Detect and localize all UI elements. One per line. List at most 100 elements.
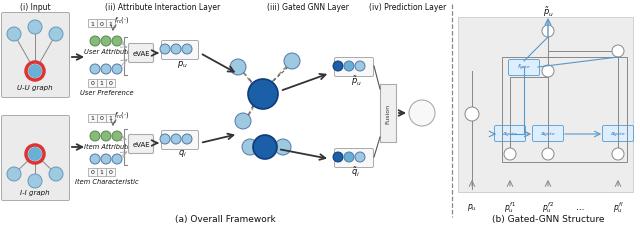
Circle shape	[90, 131, 100, 141]
Circle shape	[7, 28, 21, 42]
Bar	[106, 20, 115, 28]
Circle shape	[28, 21, 42, 35]
Text: 0: 0	[91, 81, 95, 86]
FancyBboxPatch shape	[129, 44, 154, 63]
FancyBboxPatch shape	[1, 14, 70, 98]
Text: ×: ×	[468, 110, 476, 119]
Circle shape	[333, 62, 343, 72]
Text: (b) Gated-GNN Structure: (b) Gated-GNN Structure	[492, 215, 604, 223]
Circle shape	[90, 154, 100, 164]
Circle shape	[542, 26, 554, 38]
Text: $p^n$: $p^n$	[234, 62, 242, 71]
Circle shape	[242, 139, 258, 155]
Text: $q_i$: $q_i$	[177, 148, 186, 159]
Circle shape	[160, 134, 170, 144]
Text: (ii) Attribute Interaction Layer: (ii) Attribute Interaction Layer	[106, 2, 221, 11]
Circle shape	[344, 152, 354, 162]
Text: $\hat{R}$: $\hat{R}$	[418, 106, 426, 122]
Text: $\tilde{q}_i$: $\tilde{q}_i$	[351, 164, 360, 178]
Text: (i) Input: (i) Input	[20, 2, 51, 11]
Text: U-U graph: U-U graph	[17, 85, 53, 91]
Circle shape	[49, 167, 63, 181]
Circle shape	[182, 134, 192, 144]
Bar	[106, 115, 115, 122]
Bar	[106, 168, 115, 176]
Text: $\tilde{p}_u$: $\tilde{p}_u$	[543, 5, 554, 19]
Circle shape	[504, 148, 516, 160]
Text: $a_{gate}$: $a_{gate}$	[611, 130, 626, 139]
Text: +: +	[544, 67, 552, 77]
Text: 1: 1	[109, 21, 113, 26]
FancyBboxPatch shape	[129, 135, 154, 154]
FancyBboxPatch shape	[335, 58, 374, 77]
Circle shape	[171, 134, 181, 144]
Text: 0: 0	[100, 116, 104, 121]
Text: 0: 0	[109, 81, 113, 86]
Circle shape	[542, 66, 554, 78]
Text: 1: 1	[91, 116, 95, 121]
Bar	[88, 80, 97, 88]
Text: $p_u^{f1}$: $p_u^{f1}$	[504, 200, 516, 214]
Text: Item Attribute: Item Attribute	[83, 143, 131, 149]
FancyBboxPatch shape	[602, 126, 634, 142]
Text: +: +	[614, 47, 622, 57]
Text: (iv) Prediction Layer: (iv) Prediction Layer	[369, 2, 447, 11]
Text: $f_{rc}(\cdot)$: $f_{rc}(\cdot)$	[114, 15, 130, 25]
Text: 1: 1	[109, 116, 113, 121]
Bar	[97, 80, 106, 88]
Bar	[106, 80, 115, 88]
Text: ×: ×	[544, 149, 552, 159]
Text: $f_{rc}(\cdot)$: $f_{rc}(\cdot)$	[114, 110, 130, 119]
Bar	[88, 20, 97, 28]
Text: Fusion: Fusion	[385, 104, 390, 124]
Circle shape	[101, 154, 111, 164]
Text: 0: 0	[100, 21, 104, 26]
Circle shape	[253, 135, 277, 159]
Text: ×: ×	[506, 149, 514, 159]
Circle shape	[542, 148, 554, 160]
FancyBboxPatch shape	[532, 126, 563, 142]
Circle shape	[409, 101, 435, 126]
Text: $p_u$: $p_u$	[467, 202, 477, 213]
Text: 0: 0	[91, 170, 95, 175]
Circle shape	[612, 148, 624, 160]
Circle shape	[112, 154, 122, 164]
Text: $p_u^{fl}$: $p_u^{fl}$	[612, 200, 623, 214]
Text: User Attribute: User Attribute	[83, 49, 131, 55]
Circle shape	[101, 37, 111, 47]
Circle shape	[248, 80, 278, 110]
Text: I-I graph: I-I graph	[20, 189, 50, 195]
Circle shape	[101, 65, 111, 75]
Text: eVAE: eVAE	[132, 141, 150, 147]
FancyBboxPatch shape	[509, 60, 540, 76]
Text: eVAE: eVAE	[132, 51, 150, 57]
Circle shape	[612, 46, 624, 58]
Text: ×: ×	[614, 149, 622, 159]
Circle shape	[112, 37, 122, 47]
Bar	[380, 85, 396, 142]
Bar	[502, 58, 627, 162]
Text: $p^n$: $p^n$	[288, 56, 296, 65]
Circle shape	[355, 62, 365, 72]
Text: $p^n$: $p^n$	[239, 116, 247, 125]
Text: +: +	[544, 27, 552, 37]
Text: $q^n$: $q^n$	[246, 142, 254, 151]
Bar	[97, 115, 106, 122]
Text: User Preference: User Preference	[80, 90, 134, 96]
Bar	[88, 115, 97, 122]
Circle shape	[26, 63, 44, 81]
Circle shape	[28, 65, 42, 79]
Circle shape	[284, 54, 300, 70]
Circle shape	[90, 37, 100, 47]
Text: $a_{gate}$: $a_{gate}$	[540, 130, 556, 139]
Circle shape	[465, 108, 479, 122]
Bar	[97, 168, 106, 176]
FancyBboxPatch shape	[161, 41, 198, 60]
Text: 1: 1	[100, 170, 104, 175]
Circle shape	[171, 45, 181, 55]
FancyBboxPatch shape	[1, 116, 70, 201]
FancyBboxPatch shape	[335, 149, 374, 168]
Text: Item Characteristic: Item Characteristic	[75, 178, 139, 184]
Text: $p_u$: $p_u$	[177, 58, 188, 69]
FancyBboxPatch shape	[495, 126, 525, 142]
